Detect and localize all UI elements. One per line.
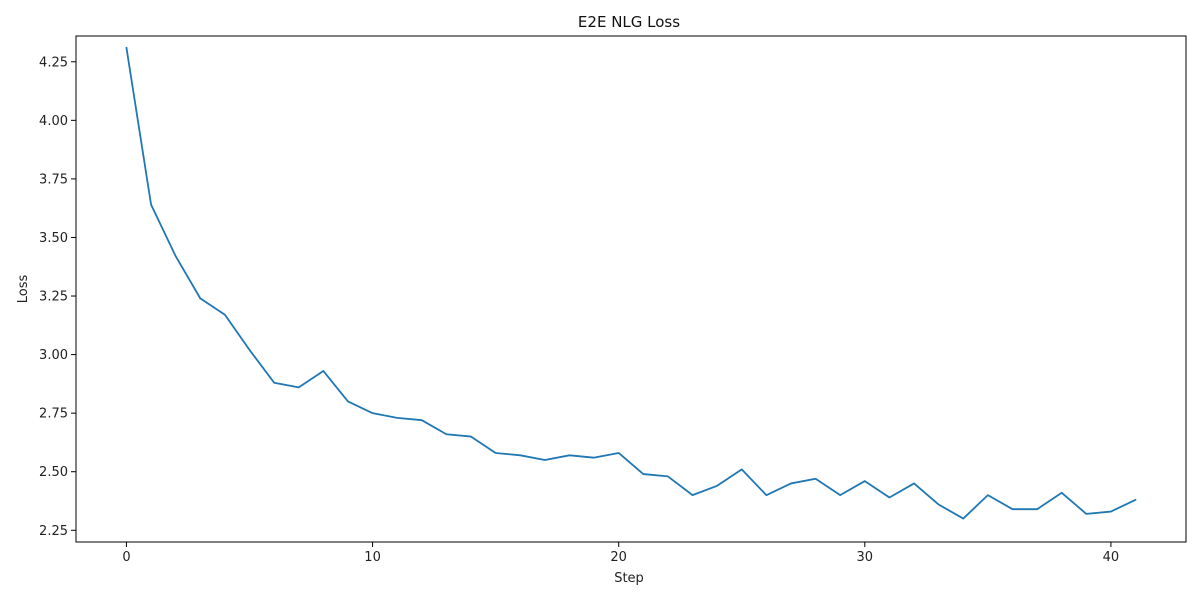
chart-title: E2E NLG Loss <box>578 13 680 31</box>
plot-frame <box>75 35 1187 543</box>
x-tick-label: 20 <box>610 550 627 565</box>
y-axis-ticks: 2.25 2.50 2.75 3.00 3.25 3.50 3.75 4.00 4.25 <box>39 55 76 539</box>
y-tick-label: 4.00 <box>39 114 68 129</box>
x-tick-label: 40 <box>1103 550 1120 565</box>
series-layer <box>125 46 1137 520</box>
x-axis-label: Step <box>614 571 644 586</box>
x-axis-ticks: 0 10 20 30 40 <box>122 542 1119 565</box>
plot-area: 0 10 20 30 40 2.25 2.50 2.75 3.00 3.25 3.50 3.75 4.… <box>39 35 1187 565</box>
y-tick-label: 3.00 <box>39 348 68 363</box>
x-tick-label: 30 <box>857 550 874 565</box>
y-tick-label: 2.25 <box>39 524 68 539</box>
x-tick-label: 0 <box>122 550 130 565</box>
y-axis-label: Loss <box>16 275 31 304</box>
y-tick-label: 3.75 <box>39 172 68 187</box>
y-tick-label: 3.25 <box>39 290 68 305</box>
y-tick-label: 4.25 <box>39 55 68 70</box>
y-tick-label: 2.75 <box>39 407 68 422</box>
y-tick-label: 3.50 <box>39 231 68 246</box>
y-tick-label: 2.50 <box>39 465 68 480</box>
loss-series-line <box>125 46 1137 520</box>
x-tick-label: 10 <box>364 550 381 565</box>
